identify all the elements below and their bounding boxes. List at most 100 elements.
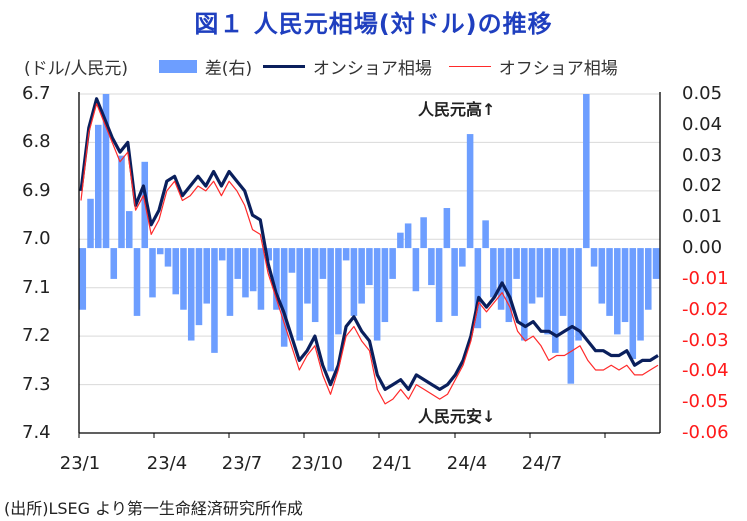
diff-bar (497, 248, 505, 310)
diff-bar (389, 248, 396, 279)
diff-bar (544, 248, 551, 335)
diff-bar (373, 248, 381, 341)
x-tick-label: 23/4 (146, 453, 188, 474)
diff-bar (149, 248, 156, 298)
legend-diff-label: 差(右) (204, 59, 253, 79)
left-y-tick-label: 6.8 (22, 131, 51, 153)
left-y-tick-label: 7.3 (22, 373, 51, 395)
diff-bar (614, 248, 621, 335)
diff-bar (342, 248, 350, 261)
diff-bar (350, 248, 358, 316)
diff-bar (164, 248, 172, 267)
diff-bar (645, 248, 652, 310)
right-y-tick-label: 0.05 (682, 83, 723, 104)
diff-bar (226, 248, 234, 316)
diff-bar (110, 248, 118, 279)
diff-bar (575, 248, 582, 341)
x-tick-label: 24/1 (371, 453, 413, 474)
right-y-tick-label: 0.04 (682, 113, 723, 135)
diff-bar (404, 223, 412, 249)
diff-bar (296, 248, 303, 341)
diff-bar (304, 248, 311, 304)
diff-bar (598, 248, 606, 304)
diff-bar (280, 248, 288, 347)
chart-title: 図１ 人民元相場(対ドル)の推移 (194, 10, 553, 38)
diff-bar (583, 94, 590, 249)
diff-bar (459, 248, 466, 267)
legend-offshore-line-icon (449, 66, 492, 67)
diff-bar (249, 248, 257, 292)
diff-bar (311, 248, 319, 323)
left-y-tick-label: 6.7 (22, 83, 51, 104)
diff-bar (505, 248, 513, 323)
diff-bar (265, 248, 272, 261)
diff-bar (102, 94, 110, 249)
left-y-tick-label: 7.0 (22, 228, 51, 250)
legend-onshore-line-icon (263, 65, 306, 68)
legend: (ドル/人民元) 差(右) オンショア相場 オフショア相場 (24, 54, 618, 79)
diff-bar (629, 248, 637, 360)
diff-bar (118, 155, 125, 249)
diff-bar (257, 248, 265, 310)
diff-bar (490, 248, 497, 298)
left-y-tick-label: 7.4 (22, 422, 51, 443)
x-tick-label: 24/7 (521, 453, 563, 474)
diff-bar (528, 248, 536, 304)
diff-bar (327, 248, 334, 372)
diff-bar (218, 248, 226, 261)
diff-bar (482, 220, 489, 249)
right-y-tick-label: 0.03 (682, 144, 723, 166)
right-y-tick-label: 0.00 (682, 237, 723, 259)
right-y-tick-label: -0.03 (682, 329, 729, 351)
diff-bar (443, 208, 451, 249)
diff-bar (172, 248, 180, 295)
diff-bar (79, 248, 87, 310)
diff-bar (87, 198, 94, 249)
diff-bar (652, 248, 660, 279)
right-y-tick-label: -0.05 (682, 391, 729, 413)
diff-bar (94, 124, 102, 249)
left-y-tick-label: 7.2 (22, 325, 51, 347)
diff-bar (187, 248, 195, 341)
diff-bar (637, 248, 644, 341)
diff-bar (156, 248, 164, 255)
diff-bar (428, 248, 435, 286)
diff-bar (606, 248, 613, 316)
diff-bar (567, 248, 575, 384)
diff-bar (195, 248, 203, 326)
left-axis-unit: (ドル/人民元) (24, 59, 128, 79)
left-y-tick-label: 6.9 (22, 179, 51, 201)
diff-bar (288, 248, 296, 273)
diff-bar (451, 248, 458, 316)
right-y-tick-label: 0.02 (682, 175, 723, 197)
diff-bar (536, 248, 544, 298)
diff-bar (358, 248, 365, 304)
diff-bar (513, 248, 520, 279)
diff-bar (203, 248, 210, 304)
diff-bar (273, 248, 280, 310)
diff-bar (435, 248, 443, 323)
legend-offshore-label: オフショア相場 (498, 59, 618, 79)
diff-bar (559, 248, 567, 316)
diff-bar (133, 248, 141, 316)
diff-bar (180, 248, 187, 310)
diff-bar (466, 134, 474, 249)
diff-bar (234, 248, 241, 279)
diff-bar (397, 232, 404, 249)
diff-bar (412, 248, 420, 292)
x-tick-label: 23/10 (291, 453, 343, 474)
left-y-tick-label: 7.1 (22, 276, 51, 298)
diff-bar (420, 217, 427, 249)
diff-bar (552, 248, 559, 353)
annotation-yuan-down: 人民元安↓ (418, 407, 496, 426)
right-y-tick-label: -0.04 (682, 360, 729, 382)
diff-bar (242, 248, 249, 298)
diff-bar (381, 248, 389, 323)
right-y-tick-label: 0.01 (682, 206, 723, 228)
legend-onshore-label: オンショア相場 (312, 59, 432, 79)
diff-bar (366, 248, 373, 286)
right-y-tick-label: -0.02 (682, 298, 729, 320)
legend-bar-swatch-icon (159, 60, 198, 73)
annotation-yuan-up: 人民元高↑ (418, 100, 496, 119)
